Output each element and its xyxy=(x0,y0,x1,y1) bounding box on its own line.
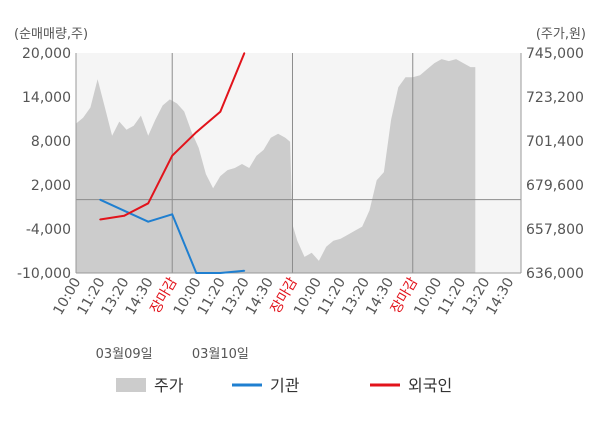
foreign-point xyxy=(195,131,198,133)
foreign-point xyxy=(147,202,149,205)
right-axis-ticks: 745,000 723,200 701,400 679,600 657,800 636,0… xyxy=(526,46,584,282)
legend: 주가 기관 외국인 xyxy=(116,376,452,395)
left-tick-label: -10,000 xyxy=(17,266,71,282)
right-axis-label: (주가,원) xyxy=(536,27,586,42)
right-tick-label: 723,200 xyxy=(526,90,584,106)
left-tick-label: -4,000 xyxy=(26,222,71,238)
institution-point xyxy=(123,209,125,212)
foreign-point xyxy=(243,52,246,54)
institution-point xyxy=(195,272,198,274)
date-labels: 03월09일 03월10일 xyxy=(96,347,249,362)
x-axis-ticks: 10:0011:2013:2014:30장마감10:0011:2013:2014… xyxy=(50,275,517,318)
institution-point xyxy=(171,213,174,216)
left-tick-label: 14,000 xyxy=(22,90,71,106)
legend-label: 주가 xyxy=(154,376,184,395)
right-tick-label: 679,600 xyxy=(526,178,584,194)
right-tick-label: 636,000 xyxy=(526,266,584,282)
left-axis-ticks: 20,000 14,000 8,000 2,000 -4,000 -10,000 xyxy=(17,46,71,282)
legend-label: 기관 xyxy=(270,376,300,395)
date-label: 03월10일 xyxy=(192,347,249,362)
price-area xyxy=(76,59,476,273)
date-label: 03월09일 xyxy=(96,347,153,362)
legend-label: 외국인 xyxy=(408,376,452,395)
institution-point xyxy=(99,198,101,201)
right-tick-label: 701,400 xyxy=(526,134,584,150)
left-axis-label: (순매매량,주) xyxy=(14,27,88,42)
foreign-point xyxy=(171,154,174,157)
institution-point xyxy=(219,272,222,274)
left-tick-label: 8,000 xyxy=(31,134,71,150)
right-tick-label: 657,800 xyxy=(526,222,584,238)
plot-area xyxy=(75,52,522,274)
institution-point xyxy=(243,270,246,272)
foreign-point xyxy=(99,218,101,221)
right-tick-label: 745,000 xyxy=(526,46,584,62)
left-tick-label: 2,000 xyxy=(31,178,71,194)
institution-point xyxy=(147,220,149,223)
legend-swatch xyxy=(116,378,146,392)
foreign-point xyxy=(219,110,222,113)
foreign-point xyxy=(123,215,125,217)
left-tick-label: 20,000 xyxy=(22,46,71,62)
